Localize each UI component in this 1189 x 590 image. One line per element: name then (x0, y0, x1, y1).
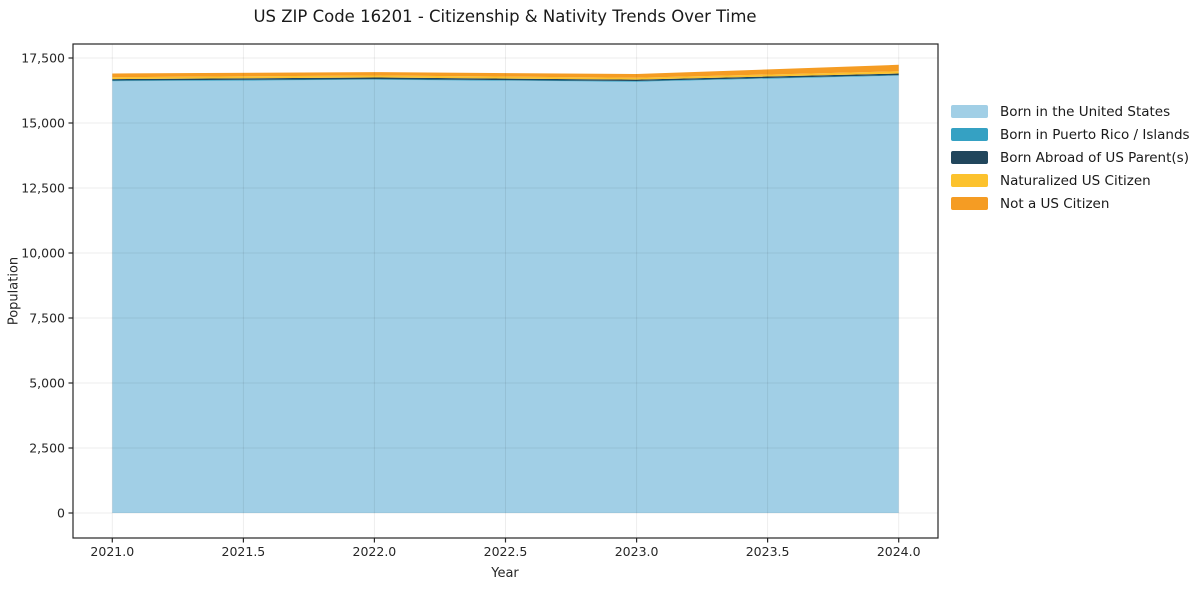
chart-title: US ZIP Code 16201 - Citizenship & Nativi… (253, 7, 757, 26)
x-tick-label: 2022.0 (353, 544, 397, 559)
x-tick-label: 2021.0 (90, 544, 134, 559)
area-born-in-puerto-rico-islands (112, 75, 899, 82)
x-axis-label: Year (491, 566, 519, 581)
x-tick-label: 2023.0 (615, 544, 659, 559)
legend-label: Not a US Citizen (1000, 195, 1110, 212)
y-tick-label: 5,000 (29, 375, 65, 390)
legend-swatch-icon (951, 128, 988, 141)
x-tick-label: 2021.5 (222, 544, 266, 559)
area-not-a-us-citizen (112, 64, 899, 78)
legend-swatch-icon (951, 105, 988, 118)
area-born-abroad-of-us-parent-s (112, 73, 899, 81)
y-tick-label: 2,500 (29, 440, 65, 455)
legend-swatch-icon (951, 151, 988, 164)
x-tick-label: 2024.0 (877, 544, 921, 559)
legend-item-naturalized-us-citizen: Naturalized US Citizen (951, 172, 1189, 189)
legend-swatch-icon (951, 174, 988, 187)
y-tick-label: 12,500 (21, 180, 65, 195)
legend-item-born-in-the-united-states: Born in the United States (951, 103, 1189, 120)
legend-label: Born in Puerto Rico / Islands (1000, 126, 1189, 143)
legend-item-born-abroad-of-us-parent-s: Born Abroad of US Parent(s) (951, 149, 1189, 166)
area-born-in-the-united-states (112, 75, 899, 513)
y-tick-label: 7,500 (29, 310, 65, 325)
legend-label: Born in the United States (1000, 103, 1171, 120)
legend-item-not-a-us-citizen: Not a US Citizen (951, 195, 1189, 212)
y-axis-label: Population (6, 256, 22, 326)
legend-label: Naturalized US Citizen (1000, 172, 1151, 189)
legend-item-born-in-puerto-rico-islands: Born in Puerto Rico / Islands (951, 126, 1189, 143)
y-tick-label: 10,000 (21, 245, 65, 260)
legend: Born in the United States Born in Puerto … (951, 103, 1189, 220)
x-tick-label: 2022.5 (484, 544, 528, 559)
area-naturalized-us-citizen (112, 71, 899, 80)
y-tick-label: 15,000 (21, 115, 65, 130)
x-tick-label: 2023.5 (746, 544, 790, 559)
y-tick-label: 17,500 (21, 50, 65, 65)
y-tick-label: 0 (57, 505, 65, 520)
legend-swatch-icon (951, 197, 988, 210)
legend-label: Born Abroad of US Parent(s) (1000, 149, 1189, 166)
